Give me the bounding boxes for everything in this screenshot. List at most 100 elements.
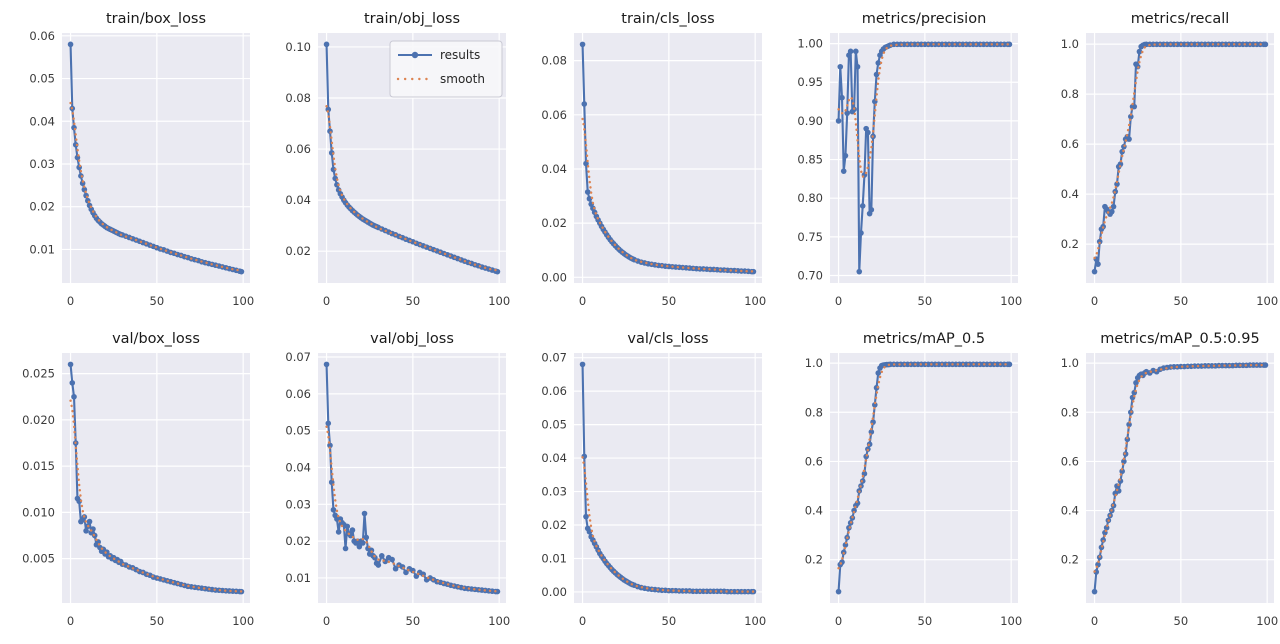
y-tick-label: 0.6 [1061,137,1079,151]
y-tick-label: 0.06 [285,387,311,401]
y-tick-label: 1.00 [797,37,823,51]
results-marker [1262,41,1269,48]
results-marker [86,518,93,525]
y-tick-label: 0.03 [29,157,55,171]
results-marker [835,118,842,124]
smooth-line [69,101,243,272]
subplot-train-obj-loss: 0.02 0.04 0.06 0.08 0.10 0 50 100 train/obj_loss… [256,0,512,320]
x-tick-label: 0 [323,614,330,628]
results-marker [1095,261,1101,267]
y-tick-label: 0.4 [1061,187,1079,201]
results-marker [67,361,74,368]
chart-canvas-train-cls-loss: 0.00 0.02 0.04 0.06 0.08 0 50 100 train/cls_loss [541,11,766,308]
y-tick-label: 0.05 [541,418,567,432]
y-tick-label: 0.01 [285,571,311,585]
legend-smooth-label: smooth [440,72,485,86]
y-tick-label: 0.06 [541,384,567,398]
x-tick-label: 50 [1174,294,1189,308]
results-marker [842,152,849,159]
results-marker [1091,588,1098,595]
y-tick-label: 0.04 [285,460,311,474]
y-tick-label: 0.8 [1061,405,1079,419]
results-marker [837,63,844,70]
smooth-line [1093,43,1267,260]
results-marker [875,370,882,376]
results-marker [853,48,859,55]
y-tick-label: 0.015 [22,459,55,473]
results-marker [854,63,861,70]
subplot-title: val/box_loss [112,331,200,347]
axes-background [574,33,762,283]
results-marker [1109,208,1115,215]
results-marker [1096,238,1103,245]
chart-canvas-metrics-precision: 0.70 0.75 0.80 0.85 0.90 0.95 1.00 0 50 100 metric… [797,11,1022,308]
y-tick-label: 0.04 [541,162,567,176]
x-tick-label: 50 [150,294,165,308]
axes-background [62,33,250,283]
subplot-train-box-loss: 0.01 0.02 0.03 0.04 0.05 0.06 0 50 100 train/box_… [0,0,256,320]
results-marker [1110,203,1117,210]
x-tick-label: 50 [406,294,421,308]
subplot-title: val/cls_loss [627,331,708,347]
y-tick-label: 0.6 [1061,454,1079,468]
x-tick-label: 50 [662,294,677,308]
results-marker [334,182,340,188]
results-marker [1006,41,1013,48]
x-tick-label: 0 [835,294,842,308]
subplot-title: train/obj_loss [364,11,460,27]
y-tick-label: 0.6 [805,454,823,468]
results-marker [1117,161,1124,167]
x-tick-label: 50 [406,614,421,628]
y-tick-label: 1.0 [1061,356,1079,370]
results-marker [839,94,845,101]
results-marker [67,41,74,48]
y-tick-label: 0.005 [22,552,55,566]
chart-canvas-metrics-map-0-5-0-95: 0.2 0.4 0.6 0.8 1.0 0 50 100 metrics/mAP_0.5:0.9… [1061,331,1278,628]
y-tick-label: 0.02 [29,200,55,214]
results-marker [399,564,406,570]
y-tick-label: 1.0 [805,356,823,370]
x-tick-label: 100 [1000,294,1022,308]
results-marker [83,528,89,534]
results-marker [349,527,356,533]
results-marker [344,523,351,530]
results-marker [356,543,363,550]
results-marker [865,129,871,136]
results-marker [583,513,589,520]
results-marker [1136,48,1143,55]
y-tick-label: 0.00 [541,585,567,599]
axes-background [830,353,1018,603]
x-tick-label: 100 [232,614,254,628]
chart-canvas-metrics-map-0-5: 0.2 0.4 0.6 0.8 1.0 0 50 100 metrics/mAP_0.5 [805,331,1022,628]
y-tick-label: 0.06 [29,29,55,43]
results-marker [584,189,591,195]
results-marker [1119,468,1125,475]
subplot-metrics-map-0-5: 0.2 0.4 0.6 0.8 1.0 0 50 100 metrics/mAP_0.5 [768,320,1024,640]
x-tick-label: 50 [150,614,165,628]
x-tick-label: 100 [232,294,254,308]
x-tick-label: 50 [1174,614,1189,628]
y-tick-label: 1.0 [1061,37,1079,51]
y-tick-label: 0.07 [285,350,311,364]
subplot-val-obj-loss: 0.01 0.02 0.03 0.04 0.05 0.06 0.07 0 50 100 val/ob… [256,320,512,640]
y-tick-label: 0.05 [29,72,55,86]
x-tick-label: 100 [744,614,766,628]
y-tick-label: 0.90 [797,114,823,128]
results-marker [420,571,427,578]
results-marker [581,101,588,107]
results-marker [1091,268,1098,275]
results-marker [1262,362,1269,368]
chart-canvas-train-box-loss: 0.01 0.02 0.03 0.04 0.05 0.06 0 50 100 train/box_… [29,11,254,308]
results-marker [868,206,875,213]
y-tick-label: 0.07 [541,351,567,365]
results-marker [840,168,847,174]
y-tick-label: 0.010 [22,505,55,519]
y-tick-label: 0.08 [285,91,311,105]
y-tick-label: 0.08 [541,54,567,68]
y-tick-label: 0.02 [541,216,567,230]
legend: results smooth [389,40,503,98]
results-marker [325,420,332,427]
results-marker [327,442,333,449]
results-marker [342,545,349,552]
results-marker [392,565,399,572]
